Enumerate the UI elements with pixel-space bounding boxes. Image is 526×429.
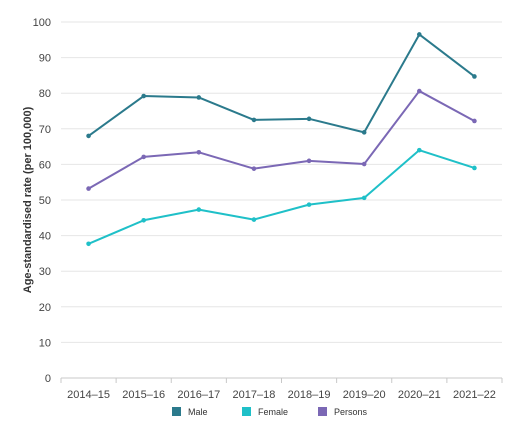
data-point — [86, 186, 91, 191]
data-point — [361, 161, 367, 167]
data-point — [472, 118, 477, 124]
y-tick-label: 30 — [39, 266, 51, 278]
data-point — [306, 202, 312, 207]
axes: 0 10 20 30 40 50 60 70 80 90 100 2014–15 2015–16 2016… — [33, 17, 503, 401]
data-point — [361, 195, 367, 201]
y-tick-label: 100 — [33, 17, 51, 29]
data-point — [472, 74, 477, 79]
data-point — [86, 133, 91, 139]
data-point — [472, 165, 477, 171]
data-point — [196, 207, 202, 212]
y-axis-title: Age-standardised rate (per 100,000) — [22, 106, 34, 293]
data-point — [417, 147, 422, 153]
data-point — [141, 154, 146, 160]
data-point — [196, 149, 202, 155]
y-tick-label: 50 — [39, 195, 51, 207]
data-point — [251, 117, 257, 123]
y-tick-label: 40 — [39, 231, 51, 243]
data-point — [251, 217, 257, 222]
data-point — [306, 116, 312, 122]
y-tick-label: 10 — [39, 337, 51, 349]
data-point — [141, 93, 146, 99]
legend-swatch — [318, 407, 327, 416]
data-point — [306, 158, 312, 164]
data-point — [251, 166, 257, 171]
series-line — [87, 33, 476, 137]
legend-label: Female — [258, 407, 288, 417]
series-male — [86, 32, 477, 139]
data-point — [417, 88, 422, 94]
y-tick-label: 20 — [39, 302, 51, 314]
series-line — [88, 149, 475, 245]
data-point — [361, 130, 367, 135]
x-tick-label: 2021–22 — [453, 389, 496, 401]
data-point — [141, 217, 146, 223]
y-tick-label: 80 — [39, 88, 51, 100]
x-tick-label: 2019–20 — [343, 389, 386, 401]
data-point — [196, 95, 202, 100]
series-line — [88, 90, 475, 190]
data-point — [417, 32, 422, 37]
legend-swatch — [172, 407, 181, 416]
legend-label: Persons — [334, 407, 368, 417]
legend-swatch — [242, 407, 251, 416]
x-tick-label: 2014–15 — [67, 389, 110, 401]
y-tick-label: 0 — [45, 373, 51, 385]
series-persons — [86, 88, 477, 191]
x-tick-label: 2016–17 — [177, 389, 220, 401]
series-female — [86, 147, 477, 247]
x-tick-label: 2017–18 — [233, 389, 276, 401]
y-tick-label: 70 — [39, 124, 51, 136]
y-tick-label: 60 — [39, 159, 51, 171]
x-tick-label: 2018–19 — [288, 389, 331, 401]
y-tick-label: 90 — [39, 53, 51, 65]
gridlines — [61, 21, 502, 343]
x-tick-label: 2015–16 — [122, 389, 165, 401]
x-tick-label: 2020–21 — [398, 389, 441, 401]
series-group — [86, 32, 477, 247]
legend: Male Female Persons — [172, 407, 368, 417]
legend-label: Male — [188, 407, 208, 417]
data-point — [86, 241, 91, 247]
